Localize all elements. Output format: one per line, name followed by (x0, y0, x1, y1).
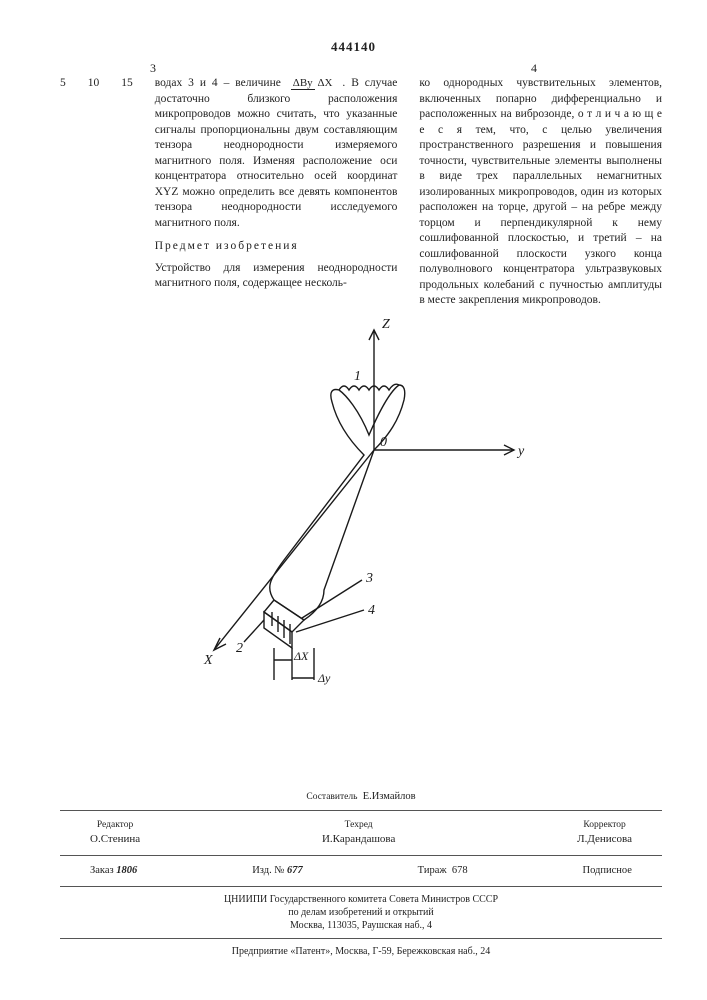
corr-label: Корректор (577, 819, 632, 832)
edition-label: Изд. № (252, 865, 284, 876)
z-label: Z (382, 317, 390, 332)
order-value: 1806 (116, 865, 137, 876)
line-number-10: 10 (88, 76, 100, 309)
divider (60, 886, 662, 887)
origin-label: 0 (380, 435, 387, 450)
tirazh-value: 678 (452, 865, 468, 876)
edition-cell: Изд. № 677 (252, 864, 303, 878)
tech-label: Техред (322, 819, 395, 832)
col-number-left: 3 (150, 60, 156, 76)
patent-page: 444140 3 4 5 10 15 водах 3 и 4 – величин… (0, 0, 707, 1000)
divider (60, 855, 662, 856)
left-p1-a: водах 3 и 4 – величине (155, 77, 281, 89)
right-p1: ко однородных чувствительных элементов, … (419, 77, 662, 306)
divider (60, 810, 662, 811)
label-dy: Δy (317, 671, 331, 685)
x-axis (214, 450, 374, 650)
label-2: 2 (236, 641, 243, 656)
divider (60, 938, 662, 939)
tirazh-cell: Тираж 678 (418, 864, 468, 878)
left-column: водах 3 и 4 – величине ΔBу ΔХ . В случае… (155, 76, 398, 309)
technical-figure: Z y X 0 1 2 3 4 ΔХ Δy (174, 300, 534, 700)
line-number-5: 5 (60, 76, 66, 309)
credits-row: Редактор О.Стенина Техред И.Карандашова … (60, 817, 662, 849)
wavy-edge-icon (339, 384, 399, 390)
print-row: Заказ 1806 Изд. № 677 Тираж 678 Подписно… (60, 862, 662, 880)
concentrator-outline (269, 385, 404, 620)
label-4: 4 (368, 603, 375, 618)
x-label: X (203, 653, 213, 668)
compiler-name: Е.Измайлов (363, 791, 416, 802)
editor-name: О.Стенина (90, 833, 140, 845)
publisher-block: ЦНИИПИ Государственного комитета Совета … (60, 893, 662, 932)
right-column: ко однородных чувствительных элементов, … (419, 76, 662, 309)
y-label: y (516, 444, 525, 459)
editor-label: Редактор (90, 819, 140, 832)
printer-line: Предприятие «Патент», Москва, Г-59, Бере… (60, 945, 662, 958)
line-number-15: 15 (121, 76, 133, 309)
figure-svg: Z y X 0 1 2 3 4 ΔХ Δy (174, 300, 534, 700)
corrector-cell: Корректор Л.Денисова (577, 819, 632, 847)
edition-value: 677 (287, 865, 303, 876)
compiler-label: Составитель (306, 792, 357, 802)
order-label: Заказ (90, 865, 114, 876)
org-line-3: Москва, 113035, Раушская наб., 4 (60, 919, 662, 932)
leader-2 (244, 620, 264, 642)
editor-cell: Редактор О.Стенина (90, 819, 140, 847)
spacer (155, 255, 398, 261)
sub-cell: Подписное (583, 864, 632, 878)
org-line-2: по делам изобретений и открытий (60, 906, 662, 919)
tech-name: И.Карандашова (322, 833, 395, 845)
left-p1-b: . В случае достаточно близкого расположе… (155, 77, 398, 229)
left-p2: Устройство для измерения неоднородности … (155, 262, 398, 290)
tirazh-label: Тираж (418, 865, 447, 876)
invention-heading: Предмет изобретения (155, 239, 398, 255)
compiler-row: Составитель Е.Измайлов (60, 790, 662, 804)
patent-number: 444140 (331, 38, 376, 56)
order-cell: Заказ 1806 (90, 864, 137, 878)
label-3: 3 (365, 571, 373, 586)
fraction-top: ΔBу (291, 77, 315, 90)
tech-cell: Техред И.Карандашова (322, 819, 395, 847)
footer-block: Составитель Е.Измайлов Редактор О.Стенин… (60, 790, 662, 958)
leader-3 (302, 580, 362, 618)
col-number-right: 4 (531, 60, 537, 76)
corr-name: Л.Денисова (577, 833, 632, 845)
spacer (155, 231, 398, 239)
label-dx: ΔХ (293, 649, 309, 663)
leader-4 (296, 610, 364, 632)
org-line-1: ЦНИИПИ Государственного комитета Совета … (60, 893, 662, 906)
fraction-bot: ΔХ (317, 77, 332, 89)
text-columns: 5 10 15 водах 3 и 4 – величине ΔBу ΔХ . … (60, 76, 662, 309)
label-1: 1 (354, 369, 361, 384)
fraction: ΔBу ΔХ (291, 78, 333, 89)
